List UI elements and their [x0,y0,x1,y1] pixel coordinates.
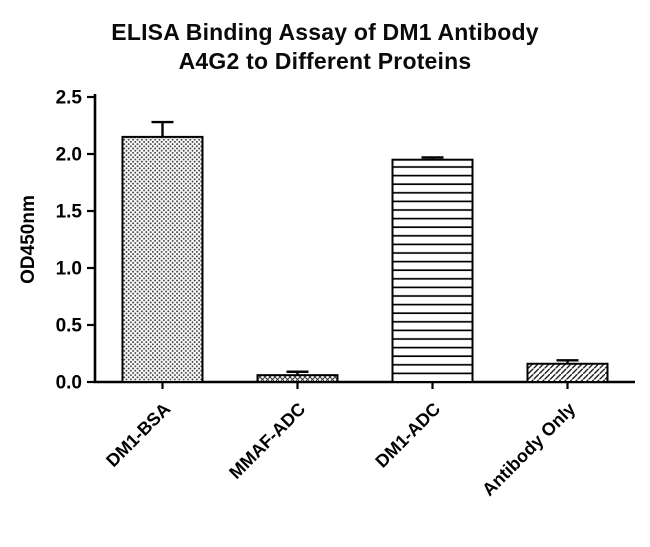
y-tick-label: 1.5 [56,201,83,222]
y-tick-label: 0.0 [56,372,82,393]
x-tick-label: MMAF-ADC [225,399,309,483]
chart-title-line-1: ELISA Binding Assay of DM1 Antibody [111,19,539,45]
x-tick-label: Antibody Only [478,399,579,500]
y-tick-label: 2.0 [56,144,82,165]
bar-mmaf-adc [256,374,339,383]
bar-dm1-bsa [121,135,204,383]
bar-antibody-only [526,362,609,383]
y-tick-label: 2.5 [56,87,83,108]
x-tick-label: DM1-ADC [371,399,444,472]
chart-title-line-2: A4G2 to Different Proteins [178,48,472,75]
bar-chart: 0.0 0.5 1.0 1.5 2.0 2.5 OD450nm DM1-BSA MMAF-ADC… [18,87,635,500]
x-tick-label: DM1-BSA [102,399,174,471]
y-tick-label: 0.5 [56,315,83,336]
y-tick-label: 1.0 [56,258,82,279]
chart-title: ELISA Binding Assay of DM1 Antibody A4G2… [0,0,650,77]
bar-dm1-adc [391,158,474,383]
y-axis-title: OD450nm [18,195,39,284]
